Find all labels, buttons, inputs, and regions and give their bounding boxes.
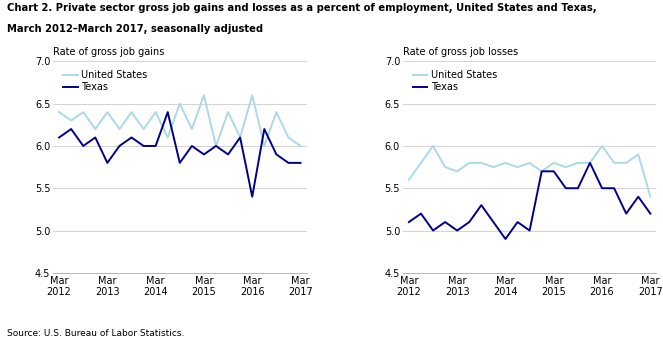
- United States: [152, 110, 160, 114]
- United States: [562, 165, 570, 169]
- Texas: [224, 152, 232, 157]
- United States: [598, 144, 606, 148]
- Texas: [562, 186, 570, 190]
- United States: [248, 93, 256, 97]
- United States: [188, 127, 196, 131]
- Texas: [489, 220, 497, 224]
- Line: United States: United States: [409, 146, 650, 197]
- United States: [284, 135, 292, 139]
- United States: [103, 110, 111, 114]
- Texas: [261, 127, 269, 131]
- United States: [224, 110, 232, 114]
- Texas: [140, 144, 148, 148]
- Texas: [80, 144, 88, 148]
- Texas: [284, 161, 292, 165]
- Texas: [405, 220, 413, 224]
- United States: [272, 110, 280, 114]
- Texas: [200, 152, 208, 157]
- Text: March 2012–March 2017, seasonally adjusted: March 2012–March 2017, seasonally adjust…: [7, 24, 263, 34]
- United States: [610, 161, 618, 165]
- Text: Source: U.S. Bureau of Labor Statistics.: Source: U.S. Bureau of Labor Statistics.: [7, 329, 184, 338]
- United States: [477, 161, 485, 165]
- Text: Chart 2. Private sector gross job gains and losses as a percent of employment, U: Chart 2. Private sector gross job gains …: [7, 3, 596, 13]
- Texas: [248, 195, 256, 199]
- United States: [634, 152, 642, 157]
- United States: [80, 110, 88, 114]
- Texas: [598, 186, 606, 190]
- United States: [441, 165, 449, 169]
- United States: [622, 161, 630, 165]
- Texas: [634, 195, 642, 199]
- Texas: [296, 161, 304, 165]
- Texas: [477, 203, 485, 207]
- United States: [501, 161, 509, 165]
- Texas: [212, 144, 220, 148]
- United States: [417, 161, 425, 165]
- Texas: [465, 220, 473, 224]
- United States: [465, 161, 473, 165]
- United States: [489, 165, 497, 169]
- Texas: [550, 169, 558, 173]
- United States: [164, 135, 172, 139]
- United States: [127, 110, 135, 114]
- Texas: [574, 186, 582, 190]
- Texas: [538, 169, 546, 173]
- Texas: [441, 220, 449, 224]
- United States: [91, 127, 99, 131]
- United States: [67, 119, 75, 123]
- Texas: [453, 228, 461, 233]
- United States: [538, 169, 546, 173]
- United States: [646, 195, 654, 199]
- United States: [586, 161, 594, 165]
- Texas: [646, 211, 654, 216]
- Texas: [188, 144, 196, 148]
- Texas: [526, 228, 534, 233]
- Legend: United States, Texas: United States, Texas: [63, 71, 148, 92]
- Texas: [67, 127, 75, 131]
- Texas: [127, 135, 135, 139]
- United States: [453, 169, 461, 173]
- United States: [574, 161, 582, 165]
- United States: [261, 144, 269, 148]
- Texas: [115, 144, 123, 148]
- United States: [526, 161, 534, 165]
- United States: [296, 144, 304, 148]
- Texas: [501, 237, 509, 241]
- Texas: [417, 211, 425, 216]
- Text: Rate of gross job gains: Rate of gross job gains: [53, 47, 164, 57]
- Texas: [164, 110, 172, 114]
- Line: Texas: Texas: [409, 163, 650, 239]
- Texas: [586, 161, 594, 165]
- Texas: [272, 152, 280, 157]
- Texas: [176, 161, 184, 165]
- Texas: [91, 135, 99, 139]
- Texas: [55, 135, 63, 139]
- United States: [115, 127, 123, 131]
- United States: [429, 144, 437, 148]
- United States: [550, 161, 558, 165]
- Texas: [514, 220, 522, 224]
- United States: [514, 165, 522, 169]
- United States: [176, 102, 184, 106]
- Texas: [429, 228, 437, 233]
- Legend: United States, Texas: United States, Texas: [413, 71, 497, 92]
- Texas: [236, 135, 244, 139]
- Line: Texas: Texas: [59, 112, 300, 197]
- United States: [405, 178, 413, 182]
- Texas: [103, 161, 111, 165]
- Text: Rate of gross job losses: Rate of gross job losses: [403, 47, 518, 57]
- United States: [212, 144, 220, 148]
- United States: [140, 127, 148, 131]
- Texas: [152, 144, 160, 148]
- United States: [236, 135, 244, 139]
- Line: United States: United States: [59, 95, 300, 146]
- Texas: [622, 211, 630, 216]
- United States: [55, 110, 63, 114]
- Texas: [610, 186, 618, 190]
- United States: [200, 93, 208, 97]
